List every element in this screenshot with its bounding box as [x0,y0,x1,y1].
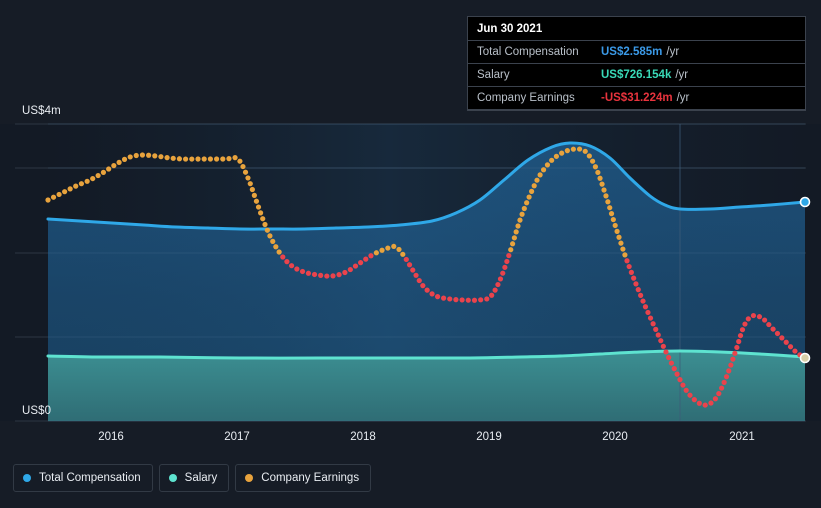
legend-item-label: Company Earnings [261,472,360,484]
chart-tooltip: Jun 30 2021 Total Compensation US$2.585m /… [467,16,806,111]
total-compensation-endpoint [799,196,811,208]
x-axis-tick-2021: 2021 [729,431,755,443]
tooltip-row-label: Company Earnings [477,92,575,104]
tooltip-row-label: Total Compensation [477,46,579,58]
tooltip-row: Total Compensation US$2.585m/yr [468,41,805,64]
legend-color-dot-icon [168,474,177,482]
x-axis-tick-2016: 2016 [98,431,124,443]
tooltip-row-unit: /yr [666,46,680,58]
legend-item-salary[interactable]: Salary [158,464,230,492]
legend-item-company-earnings[interactable]: Company Earnings [235,464,372,492]
legend-color-dot-icon [23,474,31,482]
tooltip-row: Salary US$726.154k/yr [468,64,805,87]
tooltip-row-unit: /yr [676,92,690,104]
y-axis-label-bottom: US$0 [22,405,52,417]
company-earnings-dotted-line [45,146,803,408]
y-axis-label-top: US$4m [22,105,61,117]
legend-item-label: Total Compensation [39,472,141,484]
tooltip-date-label: Jun 30 2021 [468,17,805,41]
chart-legend[interactable]: Total Compensation Salary Company Earnings [13,464,372,492]
x-axis-tick-2020: 2020 [602,431,628,443]
x-axis-tick-2019: 2019 [476,431,502,443]
tooltip-row: Company Earnings -US$31.224m/yr [468,87,805,110]
salary-line [46,349,807,360]
salary-area [48,351,805,421]
legend-color-dot-icon [245,474,254,482]
tooltip-row-value: US$2.585m [601,46,663,58]
x-axis: 2016 2017 2018 2019 2020 2021 [0,428,821,452]
tooltip-row-value: US$726.154k [601,69,672,81]
tooltip-row-unit: /yr [675,69,689,81]
legend-item-total-compensation[interactable]: Total Compensation [13,464,153,492]
company-earnings-endpoint [799,352,811,364]
tooltip-row-label: Salary [477,69,510,81]
x-axis-tick-2018: 2018 [350,431,376,443]
total-compensation-line [46,141,807,231]
tooltip-row-value: -US$31.224m [601,92,673,104]
x-axis-tick-2017: 2017 [224,431,250,443]
legend-item-label: Salary [184,472,218,484]
tooltip-rows: Total Compensation US$2.585m/yr Salary US$7… [468,41,805,110]
